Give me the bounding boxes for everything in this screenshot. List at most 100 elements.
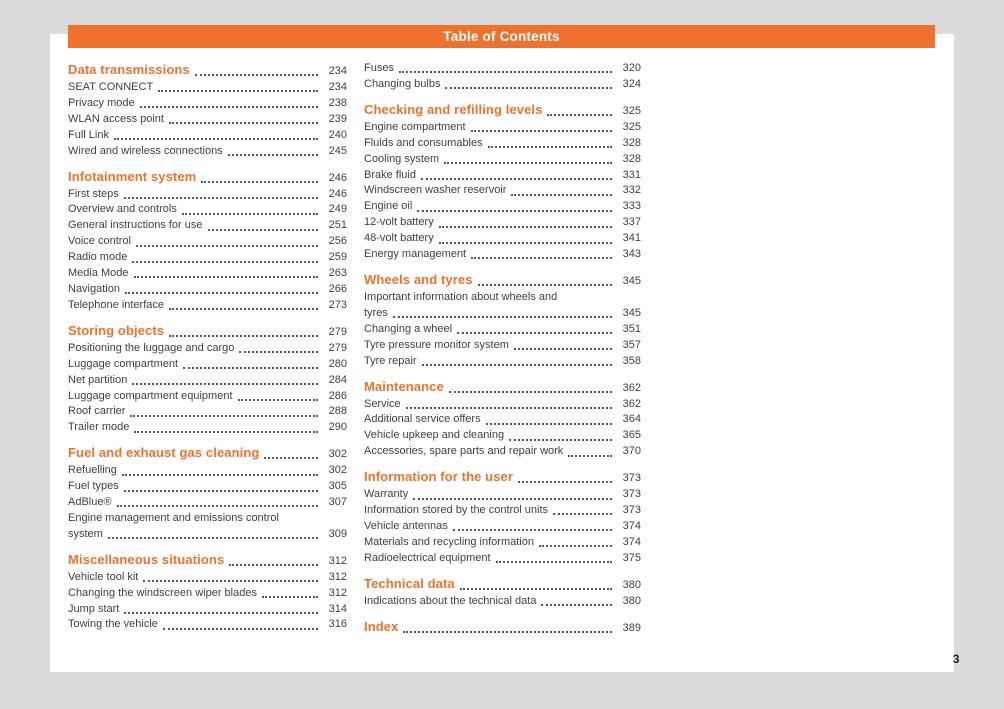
dot-leader [113,138,318,141]
dot-leader [229,563,318,566]
toc-entry-page: 375 [622,551,641,564]
toc-heading-page: 246 [328,171,347,184]
toc-entry-page: 365 [622,429,641,442]
toc-section-heading: Storing objects 279 [68,322,347,341]
toc-entry-page: 312 [328,586,347,599]
dot-leader [183,367,318,370]
toc-heading-page: 373 [622,472,641,485]
toc-section: Miscellaneous situations 312 Vehicle tool … [68,551,347,634]
toc-entry: Important information about wheels and [364,290,641,306]
toc-entry-page: 331 [622,168,641,181]
toc-entry-page: 316 [328,618,347,631]
dot-leader [227,154,318,157]
toc-entry-label: Radio mode [68,251,128,264]
toc-entry: Full Link 240 [68,128,347,144]
toc-entry-page: 279 [328,341,347,354]
toc-entry-page: 263 [328,267,347,280]
toc-section: Fuses 320 Changing bulbs 324 [364,61,641,93]
toc-entry-page: 370 [622,445,641,458]
toc-entry-label: 12-volt battery [364,216,434,229]
dot-leader [413,497,612,500]
toc-entry-label: Telephone interface [68,298,165,311]
toc-entry: Fluids and consumables 328 [364,136,641,152]
toc-entry-page: 325 [622,120,641,133]
toc-heading-label: Checking and refilling levels [364,101,543,117]
toc-heading-page: 279 [328,325,347,338]
toc-entry: Changing the windscreen wiper blades 312 [68,586,347,602]
dot-leader [553,513,612,516]
dot-leader [261,596,318,599]
toc-section-heading: Fuel and exhaust gas cleaning 302 [68,444,347,463]
toc-entry-label: Indications about the technical data [364,594,537,607]
toc-section-heading: Information for the user 373 [364,468,641,487]
dot-leader [135,244,318,247]
toc-heading-page: 380 [622,578,641,591]
dot-leader [194,74,318,76]
toc-entry: 12-volt battery 337 [364,215,641,231]
toc-entry: Wired and wireless connections 245 [68,144,347,160]
toc-entry-page: 266 [328,282,347,295]
toc-entry-page: 345 [622,306,641,319]
toc-entry: Windscreen washer reservoir 332 [364,183,641,199]
toc-entry-label: Wired and wireless connections [68,144,223,157]
toc-entry-page: 309 [328,527,347,540]
toc-entry: Brake fluid 331 [364,168,641,184]
toc-section: Storing objects 279 Positioning the luggag… [68,322,347,436]
dot-leader [398,71,612,74]
dot-leader [116,505,318,508]
dot-leader [511,193,612,196]
toc-entry-page: 284 [328,373,347,386]
dot-leader [143,580,318,583]
toc-entry-label: Tyre pressure monitor system [364,338,509,351]
toc-entry: Media Mode 263 [68,266,347,282]
toc-entry-label: Net partition [68,373,128,386]
toc-section: Information for the user 373 Warranty 373 In… [364,468,641,567]
toc-entry: Additional service offers 364 [364,412,641,428]
toc-entry-page: 328 [622,152,641,165]
toc-entry: Trailer mode 290 [68,420,347,436]
dot-leader [417,209,612,212]
toc-entry: tyres 345 [364,306,641,322]
dot-leader [121,473,318,476]
toc-entry-page: 358 [622,354,641,367]
toc-entry-label: Engine compartment [364,120,466,133]
toc-entry-label: Roof carrier [68,405,126,418]
toc-entry: Voice control 256 [68,234,347,250]
dot-leader [509,438,612,441]
toc-entry-page: 328 [622,136,641,149]
toc-entry-page: 351 [622,322,641,335]
toc-entry-label: tyres [364,306,388,319]
toc-entry-page: 288 [328,405,347,418]
dot-leader [518,481,612,484]
toc-entry: Radio mode 259 [68,250,347,266]
toc-heading-page: 345 [622,274,641,287]
toc-entry: Positioning the luggage and cargo 279 [68,341,347,357]
dot-leader [420,177,612,180]
toc-heading-label: Wheels and tyres [364,271,473,287]
toc-entry: SEAT CONNECT 234 [68,80,347,96]
toc-heading-label: Technical data [364,575,455,591]
dot-leader [124,292,318,295]
dot-leader [487,146,612,149]
dot-leader [169,334,318,337]
dot-leader [123,196,318,199]
toc-entry-page: 312 [328,570,347,583]
toc-heading-label: Maintenance [364,378,444,394]
dot-leader [132,383,318,385]
toc-entry-page: 337 [622,216,641,229]
dot-leader [134,430,318,433]
toc-heading-page: 312 [328,554,347,567]
toc-heading-label: Index [364,618,399,634]
dot-leader [448,390,612,393]
toc-entry-label: Fluids and consumables [364,136,483,149]
toc-entry: Engine management and emissions control [68,511,347,527]
toc-entry: Engine compartment 325 [364,120,641,136]
toc-entry-label: Windscreen washer reservoir [364,184,507,197]
toc-entry-page: 246 [328,187,347,200]
dot-leader [470,130,612,133]
toc-entry: Navigation 266 [68,282,347,298]
toc-entry-page: 234 [328,81,347,93]
toc-entry: Luggage compartment 280 [68,357,347,373]
toc-entry-page: 333 [622,200,641,213]
toc-entry-page: 240 [328,128,347,141]
